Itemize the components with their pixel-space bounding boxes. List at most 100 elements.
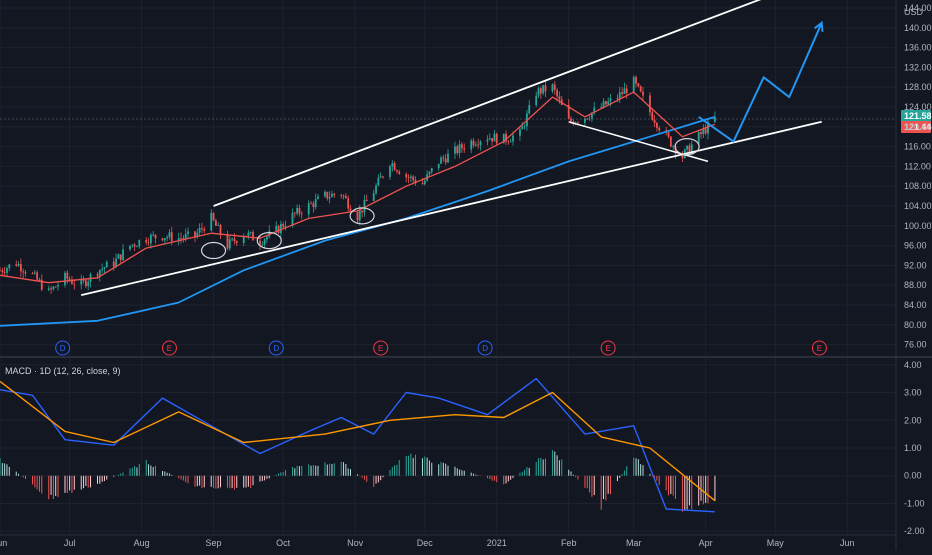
candle[interactable] (340, 193, 343, 199)
candle[interactable] (621, 87, 623, 99)
candle[interactable] (17, 261, 20, 267)
candle[interactable] (379, 172, 382, 178)
candle[interactable] (430, 167, 433, 175)
candle[interactable] (372, 189, 375, 202)
candle[interactable] (73, 279, 76, 290)
candle[interactable] (363, 194, 366, 217)
candle[interactable] (152, 230, 155, 237)
macd-histogram[interactable] (0, 450, 716, 512)
candle[interactable] (293, 211, 296, 218)
candle[interactable] (389, 164, 391, 180)
candle[interactable] (632, 75, 635, 94)
macd-series-signal[interactable] (0, 380, 716, 502)
candle[interactable] (461, 142, 463, 153)
candle[interactable] (409, 174, 412, 183)
candle[interactable] (396, 169, 398, 174)
candle[interactable] (602, 97, 605, 109)
candle[interactable] (261, 241, 264, 247)
candle[interactable] (342, 194, 345, 200)
candle[interactable] (201, 222, 203, 234)
candle[interactable] (138, 239, 141, 249)
candle[interactable] (681, 151, 684, 162)
candle[interactable] (472, 137, 475, 148)
candle[interactable] (80, 274, 83, 290)
candle[interactable] (131, 244, 134, 248)
candle[interactable] (495, 132, 498, 146)
candle[interactable] (618, 86, 621, 103)
candle[interactable] (479, 140, 482, 151)
candle[interactable] (328, 191, 331, 204)
candle[interactable] (688, 143, 691, 154)
candle[interactable] (491, 138, 494, 146)
candle[interactable] (604, 100, 607, 106)
candle[interactable] (233, 233, 236, 245)
candle[interactable] (296, 204, 299, 216)
candle[interactable] (163, 237, 166, 244)
candle[interactable] (356, 209, 359, 223)
candle[interactable] (344, 193, 347, 199)
candle[interactable] (117, 253, 120, 259)
candle[interactable] (312, 201, 315, 213)
candle[interactable] (697, 131, 700, 146)
candle[interactable] (702, 124, 705, 139)
candle[interactable] (298, 204, 301, 217)
candle[interactable] (177, 232, 180, 246)
candle[interactable] (22, 268, 25, 279)
candle[interactable] (168, 229, 171, 240)
candle[interactable] (586, 118, 589, 120)
candle[interactable] (214, 218, 217, 226)
candle[interactable] (317, 193, 319, 200)
event-marker-earnings[interactable]: E (811, 340, 827, 356)
candle[interactable] (625, 84, 628, 99)
candle[interactable] (361, 210, 364, 218)
candle[interactable] (377, 174, 380, 187)
candle[interactable] (505, 130, 507, 146)
candle[interactable] (300, 211, 303, 220)
candle[interactable] (672, 144, 675, 150)
event-marker-dividend[interactable]: D (55, 340, 71, 356)
candle[interactable] (637, 82, 640, 88)
candle[interactable] (656, 121, 658, 132)
candle[interactable] (651, 107, 654, 121)
candle[interactable] (187, 227, 189, 239)
candle[interactable] (87, 279, 90, 291)
candle[interactable] (537, 86, 540, 98)
candle[interactable] (145, 237, 148, 245)
candle[interactable] (600, 103, 603, 109)
candle[interactable] (31, 271, 34, 275)
candle[interactable] (486, 135, 489, 146)
candle[interactable] (161, 237, 164, 242)
candle[interactable] (149, 232, 152, 249)
candle[interactable] (426, 170, 429, 182)
candle[interactable] (447, 149, 449, 163)
event-marker-dividend[interactable]: D (477, 340, 493, 356)
candle[interactable] (391, 160, 394, 172)
candle[interactable] (493, 129, 496, 142)
candle[interactable] (474, 141, 477, 147)
event-marker-earnings[interactable]: E (161, 340, 177, 356)
candle[interactable] (635, 75, 637, 88)
candle[interactable] (463, 143, 466, 153)
candle[interactable] (331, 190, 333, 198)
candle[interactable] (282, 221, 285, 229)
candle[interactable] (266, 235, 268, 244)
candle[interactable] (235, 240, 238, 246)
candle[interactable] (382, 175, 384, 179)
candle[interactable] (98, 269, 101, 282)
candle[interactable] (119, 254, 122, 264)
candle[interactable] (588, 114, 591, 121)
candle[interactable] (326, 191, 329, 201)
candle[interactable] (444, 153, 447, 166)
candle[interactable] (567, 99, 570, 120)
candle[interactable] (458, 140, 461, 159)
candle[interactable] (129, 245, 131, 252)
candle[interactable] (556, 88, 558, 102)
candle[interactable] (105, 260, 108, 268)
candle[interactable] (228, 235, 231, 251)
candle[interactable] (314, 193, 317, 210)
candle[interactable] (47, 285, 50, 292)
candle[interactable] (284, 220, 287, 231)
candle[interactable] (553, 81, 556, 95)
